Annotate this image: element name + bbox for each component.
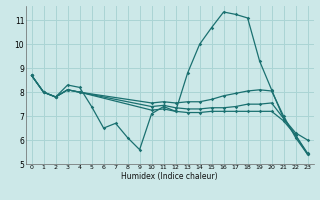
X-axis label: Humidex (Indice chaleur): Humidex (Indice chaleur) <box>121 172 218 181</box>
